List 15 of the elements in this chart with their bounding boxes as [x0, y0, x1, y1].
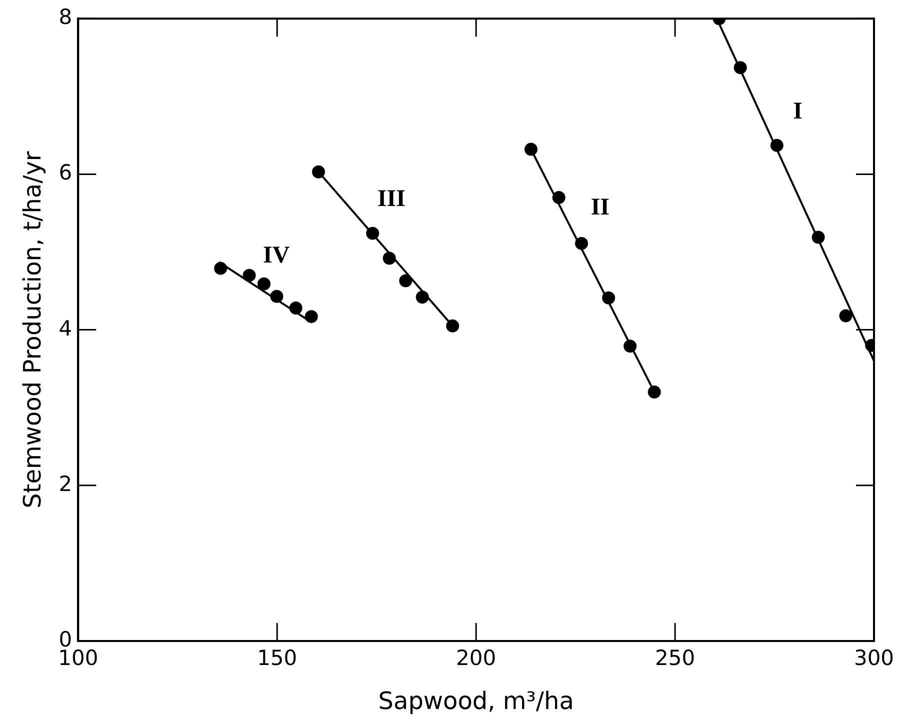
y-tick-label: 2: [58, 472, 72, 496]
y-axis-title: Stemwood Production, t/ha/yr: [18, 151, 47, 508]
series-label: IV: [263, 242, 290, 269]
series-label: I: [793, 98, 803, 125]
x-tick-label: 300: [854, 646, 894, 670]
y-tick-label: 6: [58, 160, 72, 185]
x-tick-label: 100: [58, 646, 98, 670]
y-tick-label: 8: [58, 5, 72, 30]
x-tick-label: 150: [257, 646, 298, 670]
series-label: II: [590, 194, 610, 220]
y-tick-label: 4: [58, 316, 72, 340]
x-tick-label: 250: [654, 646, 696, 670]
series-label: III: [377, 186, 406, 212]
x-tick-label: 200: [456, 646, 496, 670]
x-axis-title: Sapwood, m³/ha: [378, 686, 574, 715]
